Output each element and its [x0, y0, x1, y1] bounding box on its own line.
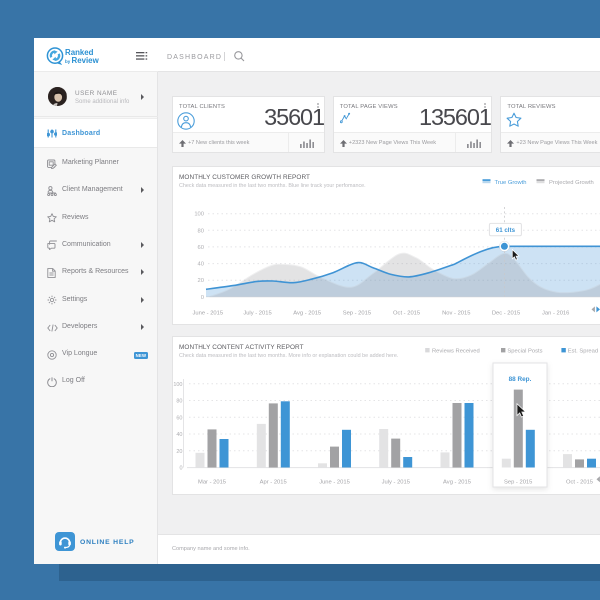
svg-text:40: 40: [198, 262, 204, 268]
svg-text:Avg - 2015: Avg - 2015: [443, 480, 471, 486]
svg-text:July - 2015: July - 2015: [382, 480, 410, 486]
svg-text:June - 2015: June - 2015: [192, 311, 223, 317]
svg-text:Avg - 2015: Avg - 2015: [293, 311, 321, 317]
svg-text:0: 0: [201, 295, 204, 301]
svg-text:40: 40: [176, 432, 182, 438]
svg-text:Nov - 2015: Nov - 2015: [442, 311, 470, 317]
svg-text:60: 60: [198, 245, 204, 251]
svg-text:88 Rep.: 88 Rep.: [509, 376, 532, 383]
svg-text:Sep - 2015: Sep - 2015: [504, 480, 532, 486]
svg-text:80: 80: [198, 228, 204, 234]
svg-text:60: 60: [176, 415, 182, 421]
svg-text:Jan - 2016: Jan - 2016: [542, 311, 569, 317]
svg-text:June - 2015: June - 2015: [319, 480, 350, 486]
svg-text:July - 2015: July - 2015: [243, 311, 271, 317]
svg-text:20: 20: [198, 278, 204, 284]
svg-text:True Growth: True Growth: [495, 180, 527, 186]
svg-text:Dec - 2015: Dec - 2015: [492, 311, 520, 317]
svg-text:100: 100: [194, 212, 204, 218]
svg-text:Mar - 2015: Mar - 2015: [198, 480, 226, 486]
svg-text:0: 0: [179, 466, 182, 472]
svg-text:Oct - 2015: Oct - 2015: [393, 311, 420, 317]
svg-text:100: 100: [173, 382, 182, 388]
svg-text:Apr - 2015: Apr - 2015: [260, 480, 287, 486]
svg-text:61 clts: 61 clts: [496, 227, 516, 234]
svg-text:20: 20: [176, 449, 182, 455]
svg-text:80: 80: [176, 399, 182, 405]
svg-text:Oct - 2015: Oct - 2015: [566, 480, 593, 486]
svg-text:Reviews Received: Reviews Received: [432, 348, 480, 354]
svg-text:Est. Spread: Est. Spread: [568, 348, 598, 354]
svg-text:Special Posts: Special Posts: [507, 348, 542, 354]
svg-text:Sep - 2015: Sep - 2015: [343, 311, 371, 317]
svg-text:Projected Growth: Projected Growth: [549, 180, 594, 186]
